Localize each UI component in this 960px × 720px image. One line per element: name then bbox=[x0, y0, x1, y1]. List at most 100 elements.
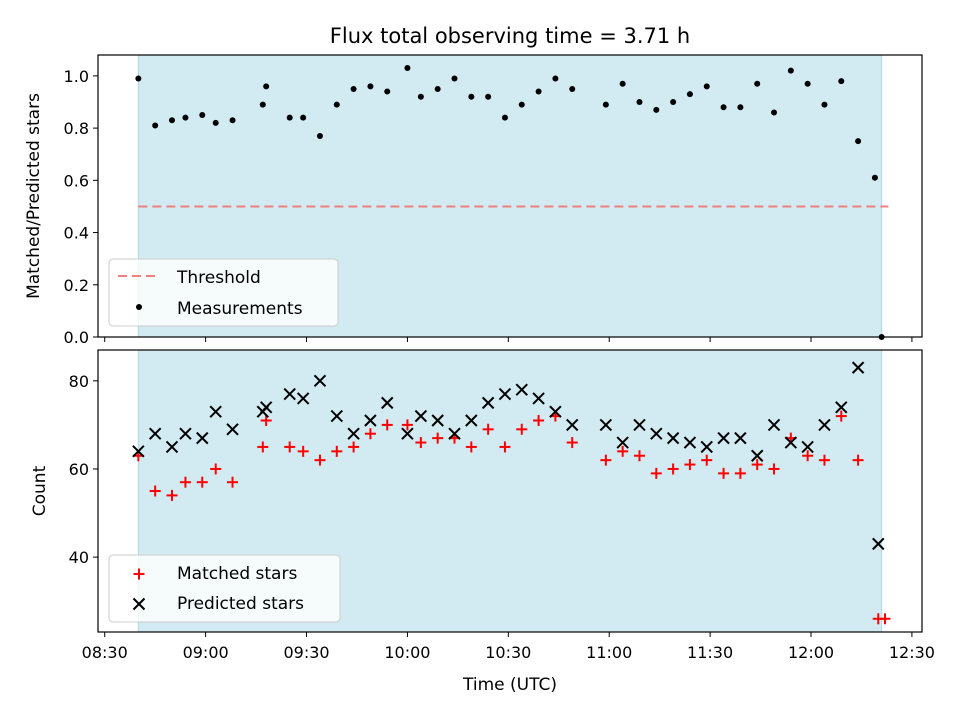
predicted-star-point bbox=[851, 361, 865, 374]
matched-star-point bbox=[260, 415, 272, 426]
matched-star-point bbox=[401, 419, 413, 431]
measurement-point bbox=[703, 83, 710, 90]
matched-star-point bbox=[432, 432, 444, 444]
predicted-star-point bbox=[381, 396, 394, 410]
x-tick-label: 12:30 bbox=[889, 643, 935, 662]
predicted-star-point bbox=[448, 427, 461, 440]
measurement-point bbox=[855, 138, 862, 145]
measurement-point bbox=[871, 174, 878, 181]
matched-star-point bbox=[227, 476, 239, 488]
x-tick-label: 10:00 bbox=[384, 643, 430, 662]
predicted-star-point bbox=[401, 427, 414, 440]
matched-legend-swatch bbox=[133, 568, 145, 580]
predicted-star-point bbox=[313, 374, 327, 388]
predicted-star-point bbox=[347, 427, 360, 440]
ratio-y-axis-label: Matched/Predicted stars bbox=[24, 93, 44, 299]
measurement-point bbox=[602, 101, 609, 108]
matched-star-point bbox=[718, 467, 730, 479]
measurement-point bbox=[552, 75, 559, 82]
measurement-point bbox=[804, 80, 811, 87]
matched-star-point bbox=[166, 489, 178, 501]
matched-star-point bbox=[734, 467, 746, 479]
count-legend-box bbox=[108, 554, 341, 623]
matched-star-point bbox=[284, 441, 296, 453]
predicted-star-point bbox=[330, 409, 343, 423]
predicted-star-point bbox=[196, 431, 209, 445]
predicted-star-point bbox=[616, 436, 629, 449]
measurement-point bbox=[404, 65, 411, 72]
count-legend: Matched stars Predicted stars bbox=[108, 554, 341, 623]
matched-star-point bbox=[381, 419, 393, 431]
measurement-point bbox=[686, 91, 693, 98]
matched-star-point bbox=[650, 467, 662, 479]
measurements-legend-label: Measurements bbox=[177, 299, 303, 319]
matched-star-point bbox=[802, 450, 814, 462]
count-y-tick-label: 60 bbox=[69, 460, 89, 479]
x-tick-label: 09:00 bbox=[183, 643, 229, 662]
predicted-star-point bbox=[633, 418, 646, 432]
measurement-point bbox=[771, 109, 778, 116]
predicted-star-point bbox=[515, 383, 528, 396]
predicted-star-point bbox=[767, 418, 781, 432]
measurement-point bbox=[367, 83, 374, 90]
ratio-y-tick-label: 0.8 bbox=[64, 119, 89, 138]
predicted-star-point bbox=[498, 387, 512, 401]
matched-star-point bbox=[667, 463, 679, 475]
matched-legend-label: Matched stars bbox=[177, 564, 297, 584]
measurement-point bbox=[212, 119, 219, 126]
matched-star-point bbox=[633, 450, 645, 462]
measurement-point bbox=[451, 75, 458, 82]
predicted-star-point bbox=[872, 537, 885, 551]
x-axis-label: Time (UTC) bbox=[462, 675, 557, 695]
predicted-star-point bbox=[717, 431, 730, 445]
count-y-tick-label: 80 bbox=[69, 372, 89, 391]
count-panel: 40 60 80 08:30 09:00 09:30 10:00 10:30 11:00 11:… bbox=[30, 349, 935, 662]
measurement-point bbox=[468, 93, 475, 100]
matched-star-point bbox=[257, 441, 269, 453]
x-tick-label: 11:00 bbox=[586, 643, 632, 662]
x-tick-label: 10:30 bbox=[485, 643, 531, 662]
matched-star-point bbox=[499, 441, 511, 453]
predicted-legend-swatch bbox=[132, 597, 146, 611]
measurement-point bbox=[168, 117, 175, 124]
ratio-y-tick-label: 0.4 bbox=[64, 224, 89, 243]
matched-star-point bbox=[179, 476, 191, 488]
matched-star-point bbox=[533, 415, 545, 426]
count-y-axis-label: Count bbox=[30, 465, 50, 516]
ratio-plot-frame bbox=[97, 54, 923, 338]
measurement-point bbox=[501, 114, 508, 121]
measurement-point bbox=[300, 114, 307, 121]
predicted-star-point bbox=[835, 401, 848, 414]
predicted-legend-label: Predicted stars bbox=[177, 594, 304, 614]
measurement-point bbox=[135, 75, 142, 82]
matched-star-point bbox=[297, 445, 309, 457]
predicted-star-point bbox=[750, 449, 764, 462]
ratio-y-tick-label: 0.6 bbox=[64, 171, 89, 190]
matched-star-point bbox=[465, 441, 477, 453]
ratio-legend-box bbox=[108, 258, 339, 327]
matched-star-point bbox=[210, 463, 222, 475]
measurement-point bbox=[535, 88, 542, 95]
measurement-point bbox=[787, 67, 794, 74]
matched-star-point bbox=[566, 437, 578, 449]
measurement-point bbox=[754, 80, 761, 87]
x-tick-label: 08:30 bbox=[82, 643, 128, 662]
matched-star-point bbox=[617, 445, 629, 457]
predicted-star-point bbox=[549, 405, 562, 418]
matched-star-point bbox=[600, 454, 612, 466]
measurement-point bbox=[263, 83, 270, 90]
predicted-star-point bbox=[566, 418, 579, 432]
matched-star-point bbox=[818, 454, 830, 466]
threshold-legend-label: Threshold bbox=[176, 268, 261, 288]
measurement-point bbox=[737, 104, 744, 111]
predicted-star-point bbox=[132, 445, 145, 458]
predicted-star-point bbox=[283, 387, 296, 401]
measurement-point bbox=[636, 99, 643, 105]
count-y-tick-label: 40 bbox=[69, 548, 89, 567]
measurement-point bbox=[670, 99, 677, 105]
matched-star-point bbox=[852, 454, 864, 466]
matched-star-point bbox=[516, 423, 528, 435]
predicted-star-point bbox=[431, 414, 444, 427]
predicted-star-point bbox=[148, 427, 162, 440]
matched-star-point bbox=[835, 410, 847, 422]
